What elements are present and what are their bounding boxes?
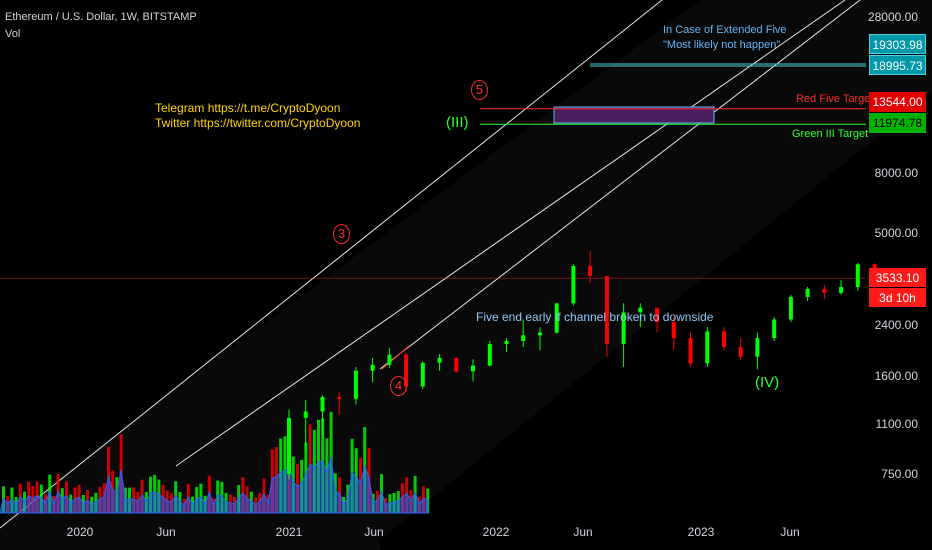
- x-tick-label: Jun: [364, 525, 384, 539]
- x-tick-label: 2022: [482, 525, 510, 539]
- candle-body: [738, 347, 743, 357]
- y-tick-label: 5000.00: [874, 226, 918, 240]
- candle-body: [554, 303, 559, 333]
- candle-body: [621, 312, 626, 344]
- volume-ma-area: [0, 457, 429, 514]
- channel-middle-line: [175, 0, 846, 467]
- candle-body: [504, 341, 509, 344]
- candle-body: [588, 265, 593, 276]
- x-tick-label: Jun: [156, 525, 176, 539]
- candle-body: [454, 358, 459, 372]
- wave-3-label: 3: [333, 224, 350, 244]
- x-tick-label: Jun: [780, 525, 800, 539]
- x-tick-label: 2021: [275, 525, 303, 539]
- wave-4-label: 4: [390, 376, 407, 396]
- candle-body: [722, 331, 726, 347]
- candle-body: [353, 370, 358, 399]
- channel-lower-line: [379, 0, 861, 370]
- candle-body: [705, 331, 710, 364]
- green-target-badge: 11974.78: [869, 113, 926, 133]
- green-iii-target-label: Green III Target: [792, 128, 869, 140]
- channel-upper-line: [0, 0, 663, 529]
- candle-body: [320, 397, 325, 412]
- candle-body: [755, 338, 760, 357]
- x-tick-label: 2023: [687, 525, 715, 539]
- candle-body: [772, 319, 777, 339]
- extended-five-note: In Case of Extended Five: [663, 24, 787, 36]
- candle-body: [538, 332, 542, 336]
- candle-body: [487, 344, 492, 366]
- y-tick-label: 1600.00: [874, 369, 918, 383]
- wave-iv-label: (IV): [755, 374, 780, 391]
- candle-body: [688, 338, 693, 364]
- wave-iii-label: (III): [446, 114, 469, 131]
- volume-label: Vol: [5, 28, 21, 40]
- y-tick-label: 8000.00: [874, 166, 918, 180]
- candle-body: [521, 335, 526, 341]
- symbol-title: Ethereum / U.S. Dollar, 1W, BITSTAMP: [5, 11, 197, 23]
- candle-body: [337, 397, 342, 399]
- candle-body: [287, 417, 291, 474]
- candle-body: [370, 364, 375, 371]
- candle-body: [604, 276, 609, 344]
- candle-body: [839, 287, 844, 293]
- price-levels: [0, 63, 866, 279]
- y-tick-label: 2400.00: [874, 318, 918, 332]
- candle-body: [387, 354, 392, 365]
- target-box: [553, 106, 715, 124]
- channel-note: Five end early if channel broken to down…: [476, 310, 714, 324]
- twitter-link[interactable]: Twitter https://twitter.com/CryptoDyoon: [155, 116, 361, 130]
- bar-countdown-badge: 3d 10h: [869, 288, 926, 307]
- candle-body: [655, 307, 660, 322]
- y-tick-label: 28000.00: [867, 10, 918, 24]
- extended-high-badge: 19303.98: [869, 34, 926, 54]
- y-tick-label: 750.00: [881, 467, 918, 481]
- candle-body: [638, 307, 643, 313]
- red-target-badge: 13544.00: [869, 92, 926, 112]
- y-tick-label: 1100.00: [875, 417, 919, 431]
- wave-4-line: [381, 345, 410, 370]
- extended-low-badge: 18995.73: [869, 55, 926, 75]
- x-tick-label: Jun: [573, 525, 593, 539]
- candle-body: [822, 288, 827, 293]
- candle-body: [471, 365, 475, 372]
- candle-body: [571, 265, 576, 304]
- candle-body: [671, 322, 676, 339]
- candle-body: [855, 264, 860, 287]
- extended-five-note-quote: "Most likely not happen": [663, 39, 781, 51]
- telegram-link[interactable]: Telegram https://t.me/CryptoDyoon: [155, 101, 341, 115]
- red-five-target-label: Red Five Target: [796, 93, 874, 105]
- wave-5-label: 5: [471, 80, 488, 100]
- candle-body: [420, 362, 425, 387]
- x-tick-label: 2020: [66, 525, 94, 539]
- candle-body: [404, 354, 409, 387]
- candle-body: [805, 288, 810, 297]
- last-price-badge: 3533.10: [869, 268, 926, 287]
- candle-body: [303, 411, 308, 418]
- candle-body: [788, 296, 793, 320]
- candle-body: [437, 358, 442, 363]
